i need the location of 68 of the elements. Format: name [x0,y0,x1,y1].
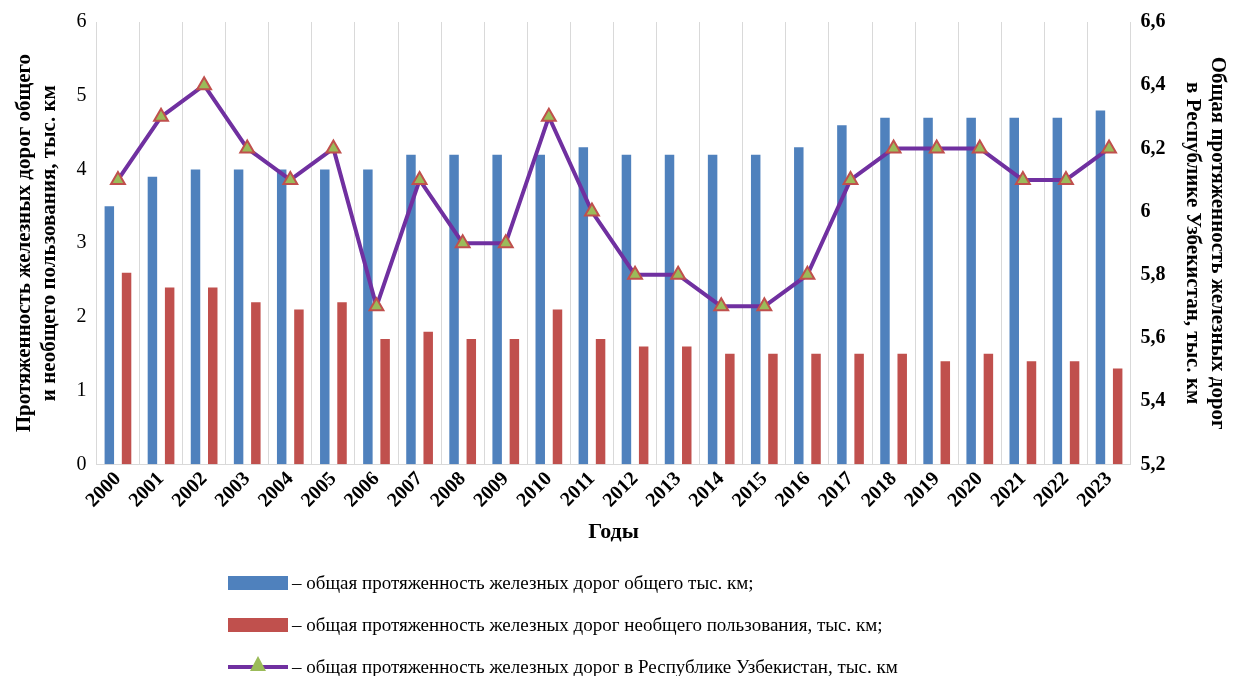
bar [880,117,890,465]
bar [1009,117,1019,465]
bar [492,154,502,465]
bar [406,154,416,465]
bar [552,309,563,465]
bar [251,302,261,465]
bar [423,331,433,465]
bar [190,169,201,465]
bar [638,346,649,465]
bar [509,339,520,465]
bar [983,353,994,465]
y2-tick-label: 5,6 [1140,325,1166,348]
y-axis-title: Протяженность железных дорог общего и необщего пользования, тыс. км [11,54,61,433]
legend-label: – общая протяженность железных дорог общего тыс. км; [292,572,754,594]
legend-label: – общая протяженность железных дорог необщего пользования, тыс. км; [292,614,883,636]
bar [811,353,821,465]
bar [208,287,218,465]
y2-tick-label: 6,4 [1140,72,1166,95]
y-tick-label: 5 [76,82,87,105]
y-tick-label: 0 [76,451,87,474]
bar [164,287,175,465]
x-axis-title: Годы [588,518,639,544]
bar [466,339,477,465]
y2-tick-label: 5,4 [1140,388,1166,411]
bar [595,339,606,465]
bar [1069,361,1080,465]
bar [1112,368,1123,465]
y-tick-label: 3 [76,230,87,253]
y-tick-label: 1 [76,377,87,400]
bar [837,125,847,465]
bar [233,169,244,465]
bar [923,117,933,465]
bar [682,346,692,465]
y2-tick-label: 6,2 [1140,135,1166,158]
bar [768,353,778,465]
bar [276,169,287,465]
bar [621,154,632,465]
bar [320,169,330,465]
bar [380,339,390,465]
bar [940,361,951,465]
bar [363,169,373,465]
bar [664,154,675,465]
bar [966,117,976,465]
bar [294,309,304,465]
bar [121,272,132,465]
bar [449,154,459,465]
y-tick-label: 4 [76,156,87,179]
bar [1026,361,1037,465]
bar [750,154,761,465]
bar [1095,110,1106,465]
bar [725,353,735,465]
y2-axis-title: Общая протяженность железных дорог в Республике Узбекистан, тыс. км [1181,56,1231,430]
y2-tick-label: 6,6 [1140,9,1166,32]
bar [535,154,545,465]
bar [578,147,589,465]
y2-tick-label: 5,2 [1140,451,1166,474]
bar [854,353,864,465]
y2-tick-label: 5,8 [1140,261,1166,284]
bar [147,176,158,465]
bar [337,302,347,465]
bar [794,147,804,465]
y-tick-label: 2 [76,304,87,327]
bar [707,154,718,465]
bar [104,206,115,465]
y2-tick-label: 6 [1140,198,1151,221]
bar [897,353,907,465]
bar [1052,117,1063,465]
y-tick-label: 6 [76,9,87,32]
